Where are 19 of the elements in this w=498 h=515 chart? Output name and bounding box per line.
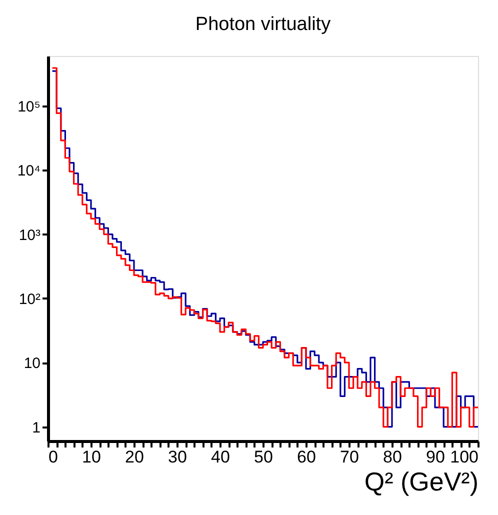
x-tick-label: 100 <box>450 448 478 466</box>
x-tick-label: 0 <box>48 448 58 466</box>
x-tick-label: 50 <box>254 448 273 466</box>
x-tick-label: 90 <box>426 448 445 466</box>
x-tick-label: 20 <box>125 448 144 466</box>
x-tick-label: 80 <box>383 448 402 466</box>
chart-title: Photon virtuality <box>195 14 332 35</box>
x-tick-label: 10 <box>82 448 101 466</box>
y-tick-label: 10² <box>18 290 40 308</box>
y-tick-label: 10³ <box>18 226 40 244</box>
x-tick-label: 30 <box>168 448 187 466</box>
y-tick-label: 10 <box>24 355 40 372</box>
y-tick-label: 1 <box>32 419 40 436</box>
x-tick-label: 40 <box>211 448 230 466</box>
y-tick-label: 10⁴ <box>17 162 40 180</box>
x-axis-title: Q² (GeV²) <box>364 466 478 496</box>
x-tick-label: 60 <box>297 448 316 466</box>
y-tick-label: 10⁵ <box>18 98 40 116</box>
x-tick-label: 70 <box>340 448 359 466</box>
